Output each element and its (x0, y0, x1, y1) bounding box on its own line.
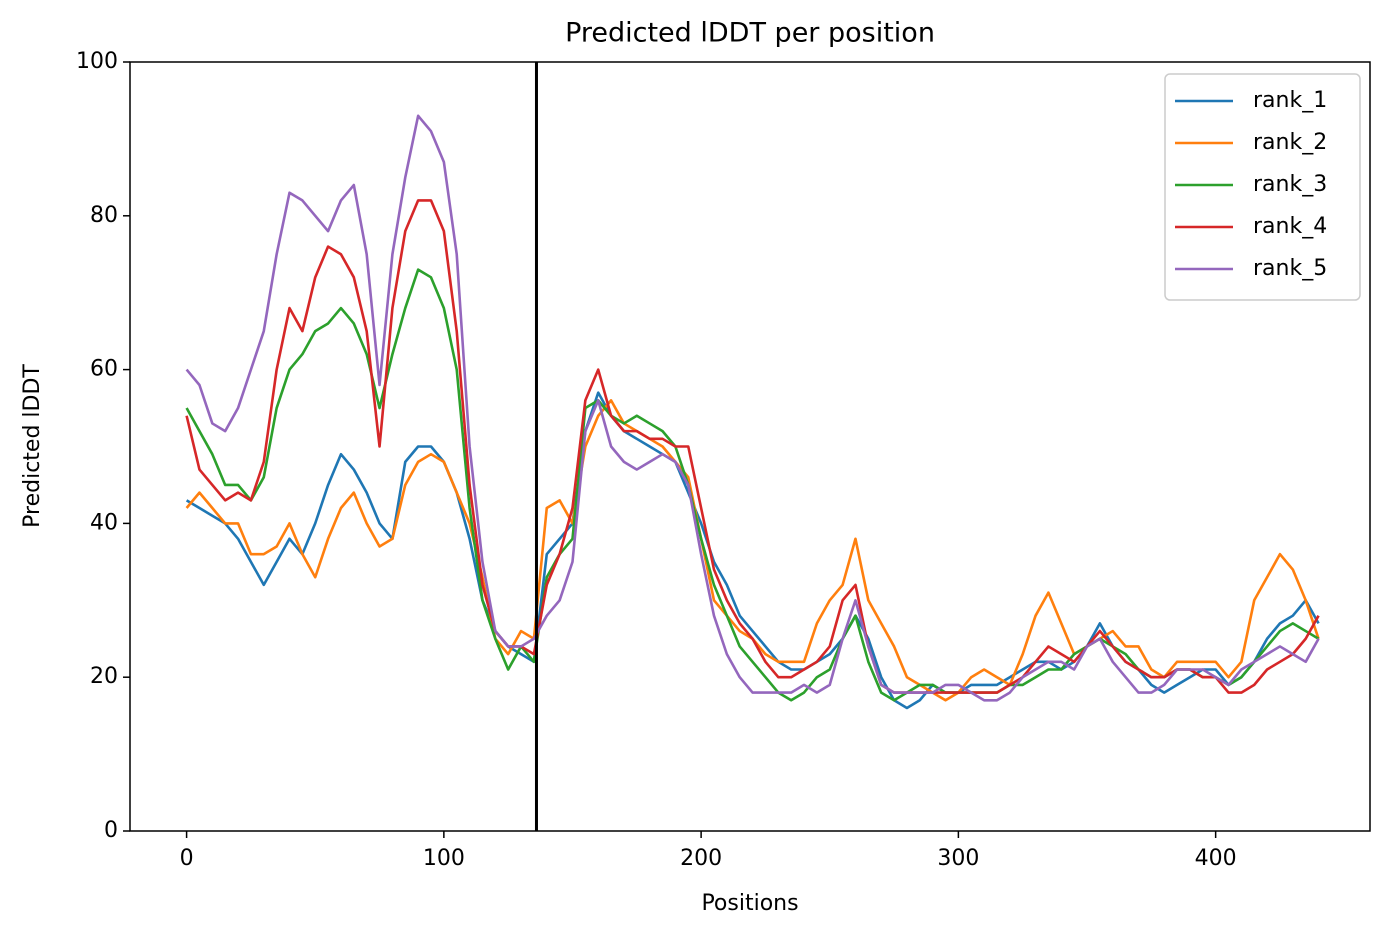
x-tick-label: 300 (937, 846, 979, 871)
y-tick-label: 60 (90, 357, 118, 382)
series-line (185, 114, 1320, 702)
x-tick-label: 0 (180, 846, 194, 871)
legend-label: rank_2 (1253, 130, 1327, 155)
legend-label: rank_3 (1253, 172, 1327, 197)
y-tick-label: 40 (90, 510, 118, 535)
legend-label: rank_5 (1253, 256, 1327, 281)
plot-frame (129, 61, 1371, 832)
y-axis-label: Predicted lDDT (20, 364, 45, 528)
chart-title: Predicted lDDT per position (565, 18, 935, 49)
y-tick-label: 0 (104, 818, 118, 843)
legend-box (1164, 73, 1361, 301)
x-axis-label: Positions (701, 891, 798, 916)
y-tick-label: 80 (90, 203, 118, 228)
y-tick-label: 100 (76, 49, 118, 74)
series-line (185, 399, 1320, 702)
x-tick-label: 100 (423, 846, 465, 871)
x-tick-label: 400 (1195, 846, 1237, 871)
y-tick-label: 20 (90, 664, 118, 689)
legend-label: rank_4 (1253, 214, 1327, 239)
legend-label: rank_1 (1253, 88, 1327, 113)
series-line (185, 199, 1320, 694)
series-line (185, 268, 1320, 702)
x-tick-label: 200 (680, 846, 722, 871)
